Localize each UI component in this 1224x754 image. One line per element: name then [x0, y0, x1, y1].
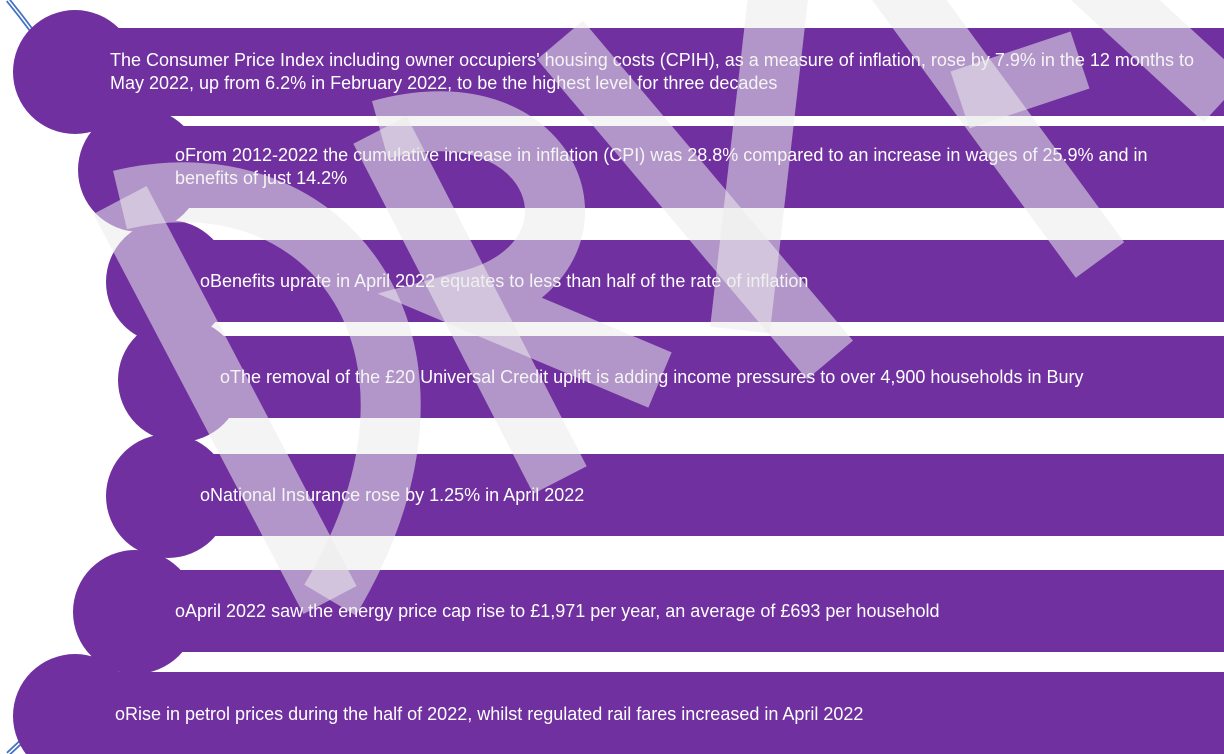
item-text: oApril 2022 saw the energy price cap ris… — [175, 600, 940, 621]
item-circle — [13, 654, 137, 754]
item-circle — [13, 10, 137, 134]
item-bar — [75, 672, 1224, 754]
item-text: The Consumer Price Index including owner… — [110, 50, 1194, 93]
item-text: oFrom 2012-2022 the cumulative increase … — [175, 145, 1148, 188]
item-text: oBenefits uprate in April 2022 equates t… — [200, 270, 809, 291]
item-text: oThe removal of the £20 Universal Credit… — [220, 366, 1084, 387]
item-text: oNational Insurance rose by 1.25% in Apr… — [200, 484, 585, 505]
item-text: oRise in petrol prices during the half o… — [115, 703, 864, 724]
